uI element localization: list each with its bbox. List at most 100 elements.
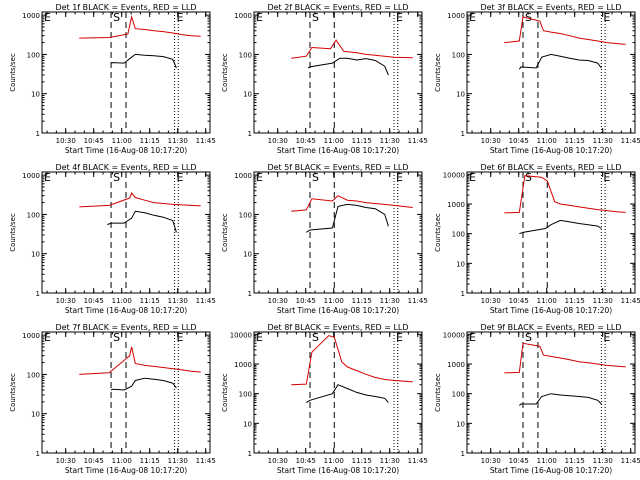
x-tick-label: 11:00 bbox=[537, 137, 557, 145]
y-axis-label: Counts/sec bbox=[434, 53, 442, 92]
y-axis-label: Counts/sec bbox=[434, 373, 442, 412]
y-tick-label: 10 bbox=[243, 91, 252, 99]
y-tick-label: 1 bbox=[461, 130, 465, 138]
panel-title: Det 3f BLACK = Events, RED = LLD bbox=[480, 3, 621, 12]
plot-frame bbox=[253, 11, 423, 134]
x-tick-label: 11:30 bbox=[380, 457, 400, 465]
series-events-line bbox=[518, 53, 602, 70]
y-tick-label: 1000 bbox=[22, 172, 40, 180]
x-tick-label: 11:30 bbox=[593, 137, 613, 145]
e-marker-label: E bbox=[603, 331, 610, 344]
x-tick-label: 11:30 bbox=[168, 457, 188, 465]
e-marker-label: E bbox=[256, 11, 263, 24]
e-marker-label: E bbox=[469, 171, 476, 184]
x-tick-label: 10:30 bbox=[268, 137, 288, 145]
series-lld-line bbox=[504, 342, 626, 374]
panel-6: Det 6f BLACK = Events, RED = LLD 1 10 100 10… bbox=[434, 163, 640, 315]
series-lld-line bbox=[504, 16, 626, 45]
x-axis-label: Start Time (16-Aug-08 10:17:20) bbox=[65, 146, 187, 155]
s-marker-label: S bbox=[113, 171, 120, 184]
y-tick-label: 100 bbox=[452, 51, 465, 59]
series-lld-line bbox=[291, 335, 413, 386]
x-tick-label: 11:45 bbox=[196, 137, 216, 145]
x-tick-label: 10:45 bbox=[84, 297, 104, 305]
series-events-line bbox=[306, 384, 389, 404]
e-marker-label: E bbox=[469, 11, 476, 24]
x-tick-label: 11:30 bbox=[380, 137, 400, 145]
e-marker-label: E bbox=[177, 171, 184, 184]
x-tick-label: 11:30 bbox=[593, 297, 613, 305]
x-tick-label: 11:15 bbox=[565, 137, 585, 145]
series-events-line bbox=[110, 377, 177, 391]
panel-title: Det 5f BLACK = Events, RED = LLD bbox=[267, 163, 408, 172]
x-tick-label: 11:45 bbox=[196, 297, 216, 305]
plot-frame bbox=[466, 331, 636, 454]
y-tick-label: 100 bbox=[452, 231, 465, 239]
x-tick-label: 10:45 bbox=[84, 137, 104, 145]
y-tick-label: 1000 bbox=[234, 12, 252, 20]
panel-4: Det 4f BLACK = Events, RED = LLD 1 10 100 10… bbox=[9, 163, 216, 315]
e-marker-label: E bbox=[396, 171, 403, 184]
e-marker-label: E bbox=[469, 331, 476, 344]
x-tick-label: 11:15 bbox=[565, 297, 585, 305]
e-marker-label: E bbox=[177, 331, 184, 344]
x-axis-label: Start Time (16-Aug-08 10:17:20) bbox=[490, 146, 612, 155]
e-marker-label: E bbox=[256, 171, 263, 184]
x-tick-label: 10:30 bbox=[481, 297, 501, 305]
x-tick-label: 11:15 bbox=[352, 137, 372, 145]
x-tick-label: 11:45 bbox=[408, 137, 428, 145]
series-events-line bbox=[307, 57, 389, 76]
e-marker-label: E bbox=[603, 171, 610, 184]
x-tick-label: 11:30 bbox=[593, 457, 613, 465]
x-tick-label: 11:45 bbox=[621, 137, 640, 145]
x-tick-label: 10:45 bbox=[296, 297, 316, 305]
y-tick-label: 100 bbox=[452, 391, 465, 399]
y-tick-label: 10000 bbox=[443, 171, 465, 179]
panel-title: Det 2f BLACK = Events, RED = LLD bbox=[267, 3, 408, 12]
y-tick-label: 10 bbox=[243, 420, 252, 428]
panel-7: Det 7f BLACK = Events, RED = LLD 1 10 100 10… bbox=[9, 323, 216, 475]
series-lld-line bbox=[291, 195, 413, 212]
y-axis-label: Counts/sec bbox=[9, 53, 17, 92]
y-tick-label: 100 bbox=[239, 211, 252, 219]
series-lld-line bbox=[79, 192, 201, 208]
x-tick-label: 11:00 bbox=[112, 457, 132, 465]
y-tick-label: 10 bbox=[31, 251, 40, 259]
x-axis-label: Start Time (16-Aug-08 10:17:20) bbox=[277, 466, 399, 475]
y-tick-label: 10 bbox=[31, 91, 40, 99]
x-tick-label: 10:30 bbox=[268, 297, 288, 305]
x-axis-label: Start Time (16-Aug-08 10:17:20) bbox=[277, 146, 399, 155]
x-tick-label: 11:00 bbox=[112, 297, 132, 305]
panel-9: Det 9f BLACK = Events, RED = LLD 1 10 100 10… bbox=[434, 323, 640, 475]
x-tick-label: 10:45 bbox=[296, 137, 316, 145]
x-tick-label: 10:45 bbox=[296, 457, 316, 465]
x-tick-label: 10:45 bbox=[509, 457, 529, 465]
y-axis-label: Counts/sec bbox=[434, 213, 442, 252]
y-tick-label: 1000 bbox=[234, 172, 252, 180]
x-tick-label: 11:15 bbox=[140, 297, 160, 305]
y-axis-label: Counts/sec bbox=[9, 373, 17, 412]
series-lld-line bbox=[291, 39, 413, 59]
panel-2: Det 2f BLACK = Events, RED = LLD 1 10 100 10… bbox=[221, 3, 428, 155]
x-tick-label: 10:45 bbox=[509, 137, 529, 145]
y-tick-label: 10 bbox=[31, 411, 40, 419]
x-tick-label: 11:30 bbox=[168, 137, 188, 145]
panel-8: Det 8f BLACK = Events, RED = LLD 1 10 100 10… bbox=[221, 323, 428, 475]
panel-title: Det 7f BLACK = Events, RED = LLD bbox=[55, 323, 196, 332]
e-marker-label: E bbox=[396, 11, 403, 24]
y-tick-label: 10 bbox=[456, 420, 465, 428]
y-tick-label: 1000 bbox=[447, 12, 465, 20]
x-tick-label: 10:30 bbox=[481, 457, 501, 465]
s-marker-label: S bbox=[312, 171, 319, 184]
x-tick-label: 11:00 bbox=[537, 297, 557, 305]
s-marker-label: S bbox=[525, 11, 532, 24]
y-tick-label: 1 bbox=[461, 290, 465, 298]
e-marker-label: E bbox=[44, 331, 51, 344]
x-tick-label: 11:15 bbox=[352, 457, 372, 465]
y-tick-label: 10 bbox=[243, 251, 252, 259]
plot-frame bbox=[466, 171, 636, 294]
y-tick-label: 1 bbox=[36, 290, 40, 298]
x-tick-label: 11:45 bbox=[621, 297, 640, 305]
e-marker-label: E bbox=[44, 11, 51, 24]
